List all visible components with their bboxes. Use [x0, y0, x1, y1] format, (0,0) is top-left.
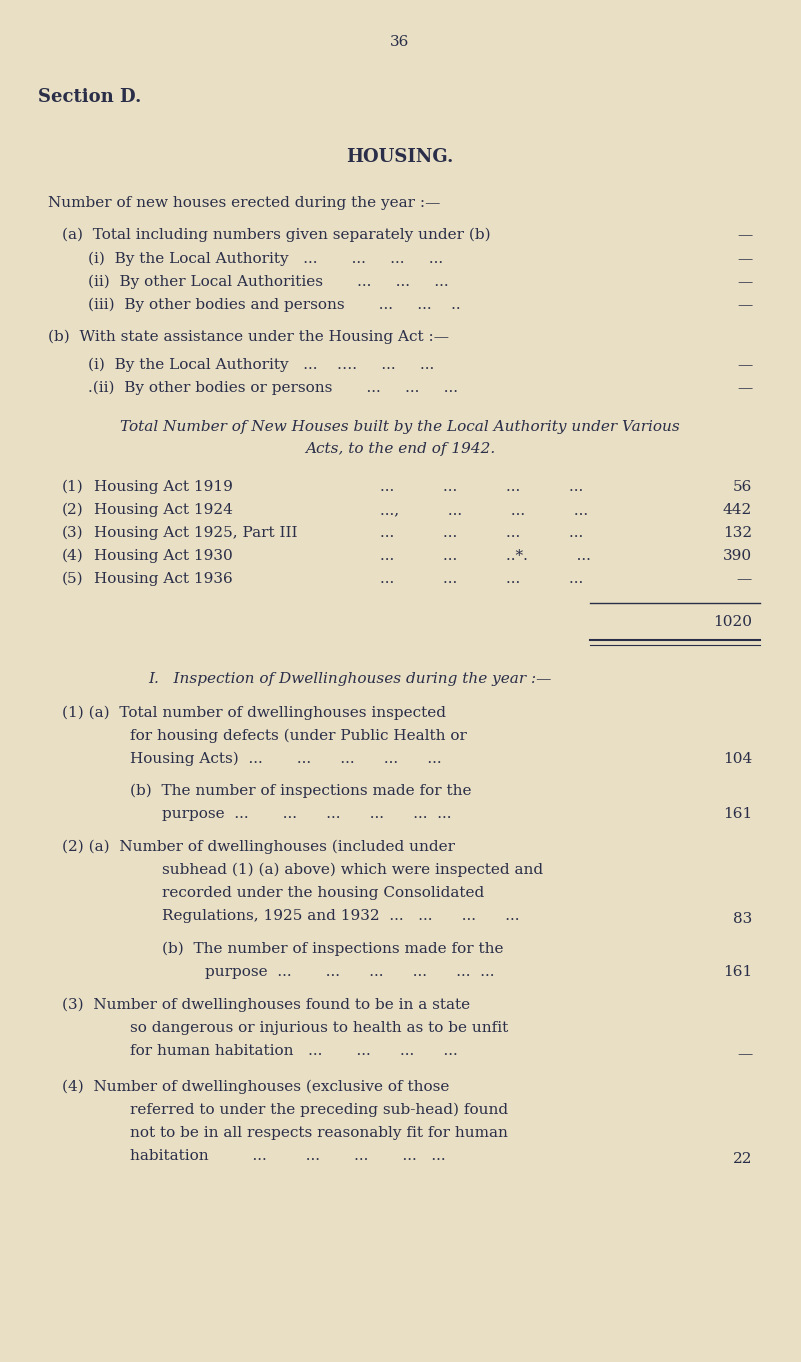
- Text: 83: 83: [733, 913, 752, 926]
- Text: purpose  ...       ...      ...      ...      ...  ...: purpose ... ... ... ... ... ...: [162, 808, 452, 821]
- Text: purpose  ...       ...      ...      ...      ...  ...: purpose ... ... ... ... ... ...: [205, 966, 494, 979]
- Text: 161: 161: [723, 966, 752, 979]
- Text: 56: 56: [733, 479, 752, 494]
- Text: (2): (2): [62, 503, 84, 518]
- Text: Housing Act 1925, Part III: Housing Act 1925, Part III: [94, 526, 297, 539]
- Text: 390: 390: [723, 549, 752, 563]
- Text: (4): (4): [62, 549, 84, 563]
- Text: ...          ...          ...          ...: ... ... ... ...: [380, 479, 583, 494]
- Text: —: —: [738, 252, 753, 266]
- Text: 132: 132: [723, 526, 752, 539]
- Text: 1020: 1020: [713, 616, 752, 629]
- Text: subhead (1) (a) above) which were inspected and: subhead (1) (a) above) which were inspec…: [162, 864, 543, 877]
- Text: Regulations, 1925 and 1932  ...   ...      ...      ...: Regulations, 1925 and 1932 ... ... ... .…: [162, 908, 520, 923]
- Text: for housing defects (under Public Health or: for housing defects (under Public Health…: [130, 729, 467, 744]
- Text: (i)  By the Local Authority   ...       ...     ...     ...: (i) By the Local Authority ... ... ... .…: [88, 252, 443, 267]
- Text: ...,          ...          ...          ...: ..., ... ... ...: [380, 503, 588, 518]
- Text: —: —: [738, 1047, 753, 1061]
- Text: —: —: [738, 275, 753, 289]
- Text: —: —: [738, 381, 753, 395]
- Text: Total Number of New Houses built by the Local Authority under Various: Total Number of New Houses built by the …: [120, 419, 680, 434]
- Text: ...          ...          ...          ...: ... ... ... ...: [380, 572, 583, 586]
- Text: 36: 36: [390, 35, 409, 49]
- Text: Housing Act 1924: Housing Act 1924: [94, 503, 233, 518]
- Text: 104: 104: [723, 752, 752, 765]
- Text: recorded under the housing Consolidated: recorded under the housing Consolidated: [162, 887, 485, 900]
- Text: (3)  Number of dwellinghouses found to be in a state: (3) Number of dwellinghouses found to be…: [62, 998, 470, 1012]
- Text: 442: 442: [723, 503, 752, 518]
- Text: —: —: [737, 572, 752, 586]
- Text: (5): (5): [62, 572, 83, 586]
- Text: (2) (a)  Number of dwellinghouses (included under: (2) (a) Number of dwellinghouses (includ…: [62, 840, 455, 854]
- Text: (a)  Total including numbers given separately under (b): (a) Total including numbers given separa…: [62, 227, 491, 242]
- Text: (iii)  By other bodies and persons       ...     ...    ..: (iii) By other bodies and persons ... ..…: [88, 298, 461, 312]
- Text: (4)  Number of dwellinghouses (exclusive of those: (4) Number of dwellinghouses (exclusive …: [62, 1080, 449, 1095]
- Text: not to be in all respects reasonably fit for human: not to be in all respects reasonably fit…: [130, 1126, 508, 1140]
- Text: Housing Acts)  ...       ...      ...      ...      ...: Housing Acts) ... ... ... ... ...: [130, 752, 441, 767]
- Text: (b)  The number of inspections made for the: (b) The number of inspections made for t…: [130, 785, 472, 798]
- Text: Housing Act 1930: Housing Act 1930: [94, 549, 233, 563]
- Text: Number of new houses erected during the year :—: Number of new houses erected during the …: [48, 196, 441, 210]
- Text: (i)  By the Local Authority   ...    ….     ...     ...: (i) By the Local Authority ... …. ... ..…: [88, 358, 434, 372]
- Text: Acts, to the end of 1942.: Acts, to the end of 1942.: [305, 443, 495, 456]
- Text: referred to under the preceding sub-head) found: referred to under the preceding sub-head…: [130, 1103, 508, 1117]
- Text: 22: 22: [732, 1152, 752, 1166]
- Text: (1) (a)  Total number of dwellinghouses inspected: (1) (a) Total number of dwellinghouses i…: [62, 706, 446, 720]
- Text: (b)  The number of inspections made for the: (b) The number of inspections made for t…: [162, 943, 504, 956]
- Text: —: —: [738, 358, 753, 372]
- Text: HOUSING.: HOUSING.: [346, 148, 453, 166]
- Text: ...          ...          ...          ...: ... ... ... ...: [380, 526, 583, 539]
- Text: (ii)  By other Local Authorities       ...     ...     ...: (ii) By other Local Authorities ... ... …: [88, 275, 449, 289]
- Text: ...          ...          ..*.          ...: ... ... ..*. ...: [380, 549, 591, 563]
- Text: —: —: [738, 298, 753, 312]
- Text: —: —: [738, 227, 753, 242]
- Text: so dangerous or injurious to health as to be unfit: so dangerous or injurious to health as t…: [130, 1022, 509, 1035]
- Text: Housing Act 1919: Housing Act 1919: [94, 479, 233, 494]
- Text: I.   Inspection of Dwellinghouses during the year :—: I. Inspection of Dwellinghouses during t…: [148, 671, 551, 686]
- Text: Section D.: Section D.: [38, 89, 141, 106]
- Text: Housing Act 1936: Housing Act 1936: [94, 572, 233, 586]
- Text: (b)  With state assistance under the Housing Act :—: (b) With state assistance under the Hous…: [48, 330, 449, 345]
- Text: (3): (3): [62, 526, 83, 539]
- Text: .(ii)  By other bodies or persons       ...     ...     ...: .(ii) By other bodies or persons ... ...…: [88, 381, 458, 395]
- Text: 161: 161: [723, 808, 752, 821]
- Text: for human habitation   ...       ...      ...      ...: for human habitation ... ... ... ...: [130, 1045, 457, 1058]
- Text: habitation         ...        ...       ...       ...   ...: habitation ... ... ... ... ...: [130, 1150, 445, 1163]
- Text: (1): (1): [62, 479, 84, 494]
